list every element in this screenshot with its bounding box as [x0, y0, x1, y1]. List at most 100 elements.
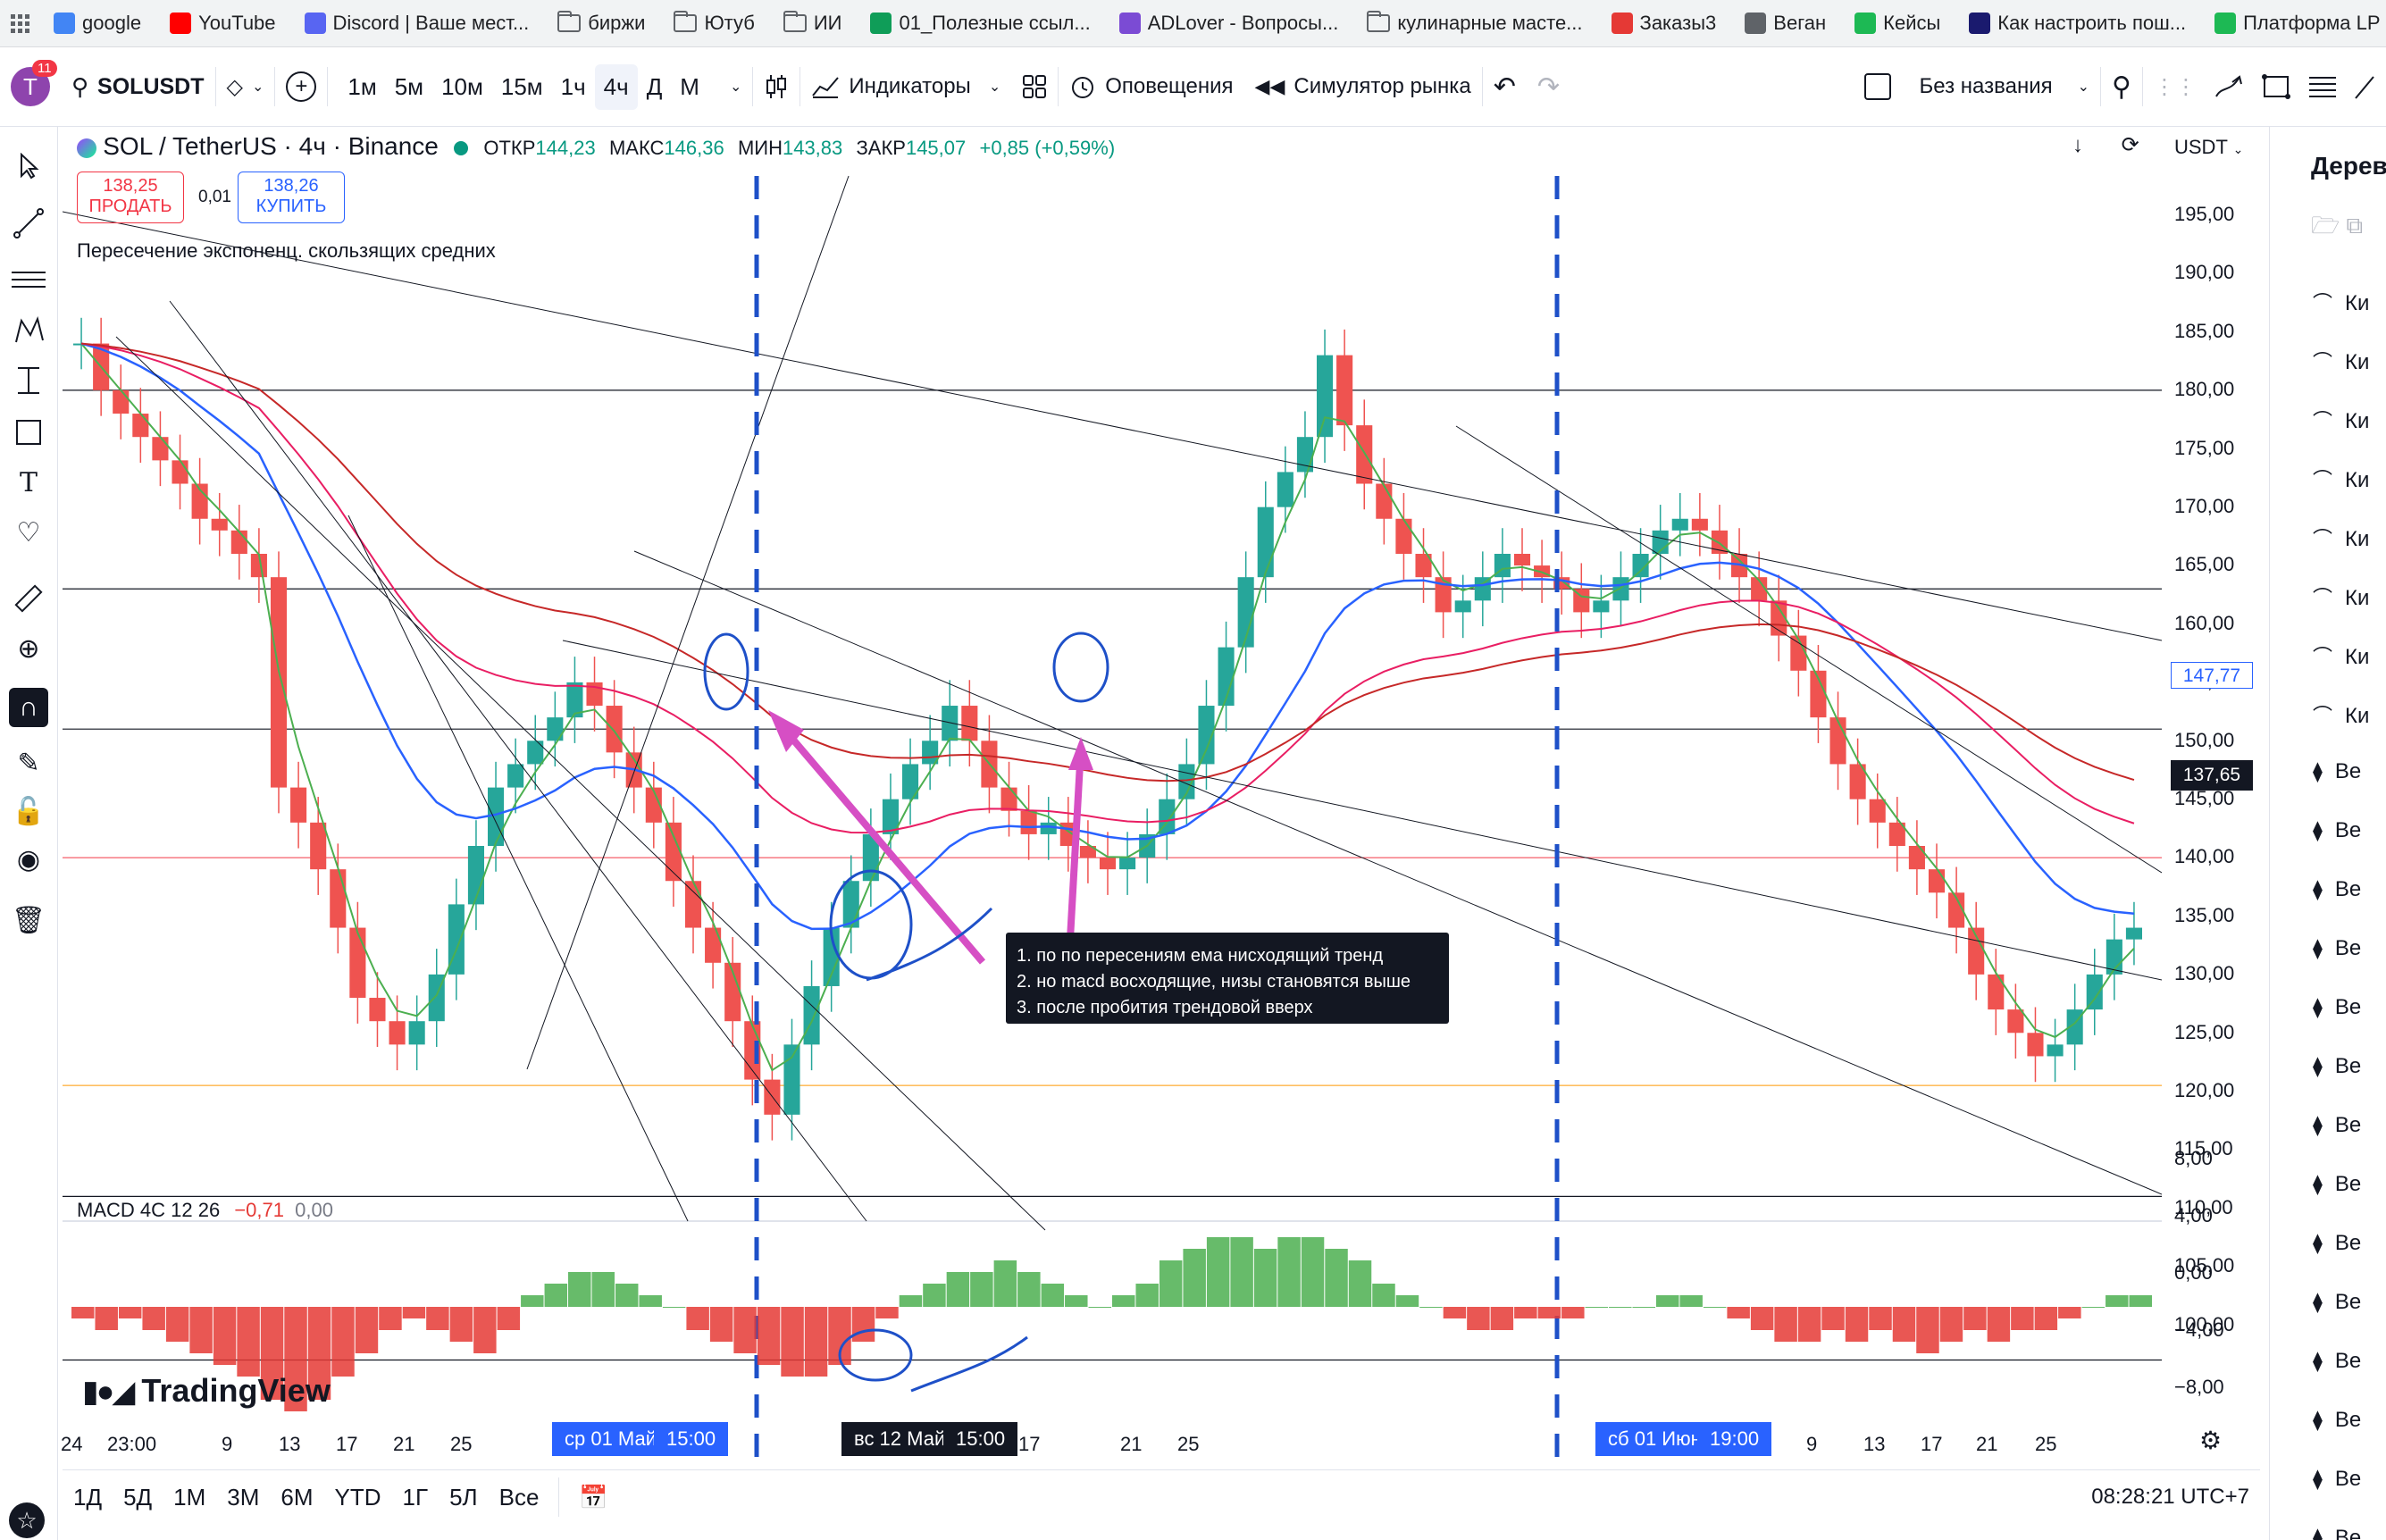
interval-dropdown[interactable]: ⌄	[719, 47, 752, 126]
trendline-tool[interactable]	[9, 204, 48, 243]
bookmark-item[interactable]: Как настроить пош...	[1955, 0, 2200, 46]
object-tree-item[interactable]: ⧫ Ве	[2313, 936, 2361, 961]
date-range-calendar-icon[interactable]: 📅	[579, 1483, 608, 1511]
indicators-button[interactable]: Индикаторы ⌄	[800, 47, 1011, 126]
object-tree-item[interactable]: ⌒ Ки	[2313, 700, 2369, 729]
interval-4[interactable]: 1ч	[560, 72, 586, 100]
interval-3[interactable]: 15м	[500, 72, 543, 100]
object-tree-item[interactable]: ⧫ Ве	[2313, 1408, 2361, 1433]
favorites-star[interactable]: ☆	[9, 1502, 45, 1538]
symbol-type-dropdown[interactable]: ◇ ⌄	[216, 47, 275, 126]
range-button[interactable]: 6М	[280, 1483, 314, 1511]
range-button[interactable]: YTD	[334, 1483, 381, 1511]
object-tree-item[interactable]: ⌒ Ки	[2313, 406, 2369, 434]
range-button[interactable]: 1Д	[73, 1483, 103, 1511]
panel-folder-icon[interactable]: 🗁 ⧉	[2311, 212, 2364, 239]
user-avatar[interactable]: T 11	[0, 47, 61, 126]
bookmark-item[interactable]: биржи	[543, 0, 659, 46]
bookmark-item[interactable]: кулинарные масте...	[1352, 0, 1596, 46]
bookmark-item[interactable]: Веган	[1730, 0, 1840, 46]
currency-selector[interactable]: USDT ⌄	[2174, 136, 2243, 159]
price-axis[interactable]: USDT ⌄ 195,00 190,00 185,00 180,00 175,00 170…	[2162, 127, 2260, 1413]
range-button[interactable]: 1М	[173, 1483, 206, 1511]
range-button[interactable]: 5Л	[449, 1483, 478, 1511]
templates-button[interactable]	[1011, 47, 1058, 126]
bookmark-item[interactable]: Discord | Ваше мест...	[290, 0, 544, 46]
sell-button[interactable]: 138,25 ПРОДАТЬ	[77, 172, 184, 223]
arrow-down-icon[interactable]: ↓	[2072, 133, 2083, 157]
time-axis[interactable]: 24 23:00 9 13 17 21 25 ср 01 Май '24 15:00 вс 12 …	[61, 1420, 2260, 1467]
chart-legend[interactable]: SOL / TetherUS · 4ч · Binance ОТКР144,23…	[77, 132, 1115, 161]
interval-1[interactable]: 5м	[394, 72, 424, 100]
interval-5[interactable]: 4ч	[594, 63, 638, 110]
interval-0[interactable]: 1м	[347, 72, 377, 100]
bookmark-item[interactable]: ADLover - Вопросы...	[1105, 0, 1353, 46]
object-tree-item[interactable]: ⌒ Ки	[2313, 641, 2369, 670]
redo-button[interactable]: ↷	[1527, 47, 1570, 126]
undo-button[interactable]: ↶	[1483, 47, 1527, 126]
interval-7[interactable]: М	[680, 72, 699, 100]
zoom-tool[interactable]: ⊕	[9, 629, 48, 668]
price-chart[interactable]	[63, 127, 2162, 1520]
object-tree-item[interactable]: ⧫ Ве	[2313, 1526, 2361, 1540]
interval-6[interactable]: Д	[646, 72, 663, 100]
object-tree-item[interactable]: ⧫ Ве	[2313, 759, 2361, 784]
replay-button[interactable]: ◀◀ Симулятор рынка	[1244, 47, 1482, 126]
bookmark-item[interactable]: Заказы3	[1597, 0, 1731, 46]
clock-label[interactable]: 08:28:21 UTC+7	[2091, 1485, 2249, 1509]
remove-tool[interactable]: 🗑	[9, 900, 48, 940]
bookmark-item[interactable]: google	[39, 0, 155, 46]
object-tree-item[interactable]: ⧫ Ве	[2313, 877, 2361, 902]
projection-tool[interactable]	[9, 361, 48, 400]
range-button[interactable]: 5Д	[123, 1483, 153, 1511]
icons-tool[interactable]: ♡	[9, 513, 48, 552]
fib-tool[interactable]	[9, 261, 48, 300]
magnet-tool[interactable]: ∩	[9, 688, 48, 727]
object-tree-item[interactable]: ⧫ Ве	[2313, 1231, 2361, 1256]
lock-tool[interactable]: 🔓	[9, 791, 48, 831]
object-tree-item[interactable]: ⧫ Ве	[2313, 1349, 2361, 1374]
object-tree-item[interactable]: ⧫ Ве	[2313, 1113, 2361, 1138]
shapes-tool[interactable]	[9, 413, 48, 452]
hide-tool[interactable]: ◉	[9, 840, 48, 879]
object-tree-item[interactable]: ⌒ Ки	[2313, 523, 2369, 552]
annotation-textbox[interactable]: 1. по по пересениям ема нисходящий тренд…	[1006, 933, 1449, 1024]
object-tree-item[interactable]: ⧫ Ве	[2313, 995, 2361, 1020]
symbol-search[interactable]: ⚲ SOLUSDT	[61, 47, 215, 126]
bookmark-item[interactable]: ИИ	[769, 0, 857, 46]
object-tree-item[interactable]: ⧫ Ве	[2313, 1290, 2361, 1315]
bookmark-item[interactable]: Платформа LP -	[2200, 0, 2386, 46]
refresh-icon[interactable]: ⟳	[2121, 133, 2139, 157]
cursor-tool[interactable]	[9, 146, 48, 186]
apps-grid-icon[interactable]	[0, 0, 39, 46]
bookmark-item[interactable]: Ютуб	[659, 0, 768, 46]
object-tree-item[interactable]: ⌒ Ки	[2313, 465, 2369, 493]
buy-button[interactable]: 138,26 КУПИТЬ	[238, 172, 345, 223]
object-tree-item[interactable]: ⌒ Ки	[2313, 347, 2369, 375]
chart-settings-gear-icon[interactable]: ⚙	[2199, 1427, 2223, 1454]
macd-indicator-legend[interactable]: MACD 4C 12 26 −0,71 0,00	[77, 1199, 333, 1222]
object-tree-item[interactable]: ⧫ Ве	[2313, 1467, 2361, 1492]
range-button[interactable]: Все	[498, 1483, 540, 1511]
object-tree-item[interactable]: ⌒ Ки	[2313, 582, 2369, 611]
compare-symbol-button[interactable]: +	[275, 47, 327, 126]
drawing-favorites[interactable]: ⋮⋮	[2143, 47, 2386, 126]
bookmark-item[interactable]: Кейсы	[1840, 0, 1955, 46]
text-tool[interactable]: T	[9, 463, 48, 502]
chart-type-button[interactable]	[753, 47, 800, 126]
layout-name-button[interactable]: Без названия ⌄	[1854, 47, 2100, 126]
range-button[interactable]: 3М	[227, 1483, 260, 1511]
measure-tool[interactable]	[9, 579, 48, 618]
alerts-button[interactable]: Оповещения	[1059, 47, 1243, 126]
object-tree-item[interactable]: ⌒ Ки	[2313, 288, 2369, 316]
pattern-tool[interactable]	[9, 311, 48, 350]
quick-search-button[interactable]: ⚲	[2101, 47, 2142, 126]
object-tree-item[interactable]: ⧫ Ве	[2313, 1054, 2361, 1079]
ema-indicator-name[interactable]: Пересечение экспоненц. скользящих средни…	[77, 239, 496, 262]
interval-2[interactable]: 10м	[441, 72, 483, 100]
range-button[interactable]: 1Г	[402, 1483, 429, 1511]
draw-mode-tool[interactable]: ✎	[9, 743, 48, 783]
object-tree-item[interactable]: ⧫ Ве	[2313, 818, 2361, 843]
bookmark-item[interactable]: YouTube	[155, 0, 289, 46]
bookmark-item[interactable]: 01_Полезные ссыл...	[856, 0, 1104, 46]
